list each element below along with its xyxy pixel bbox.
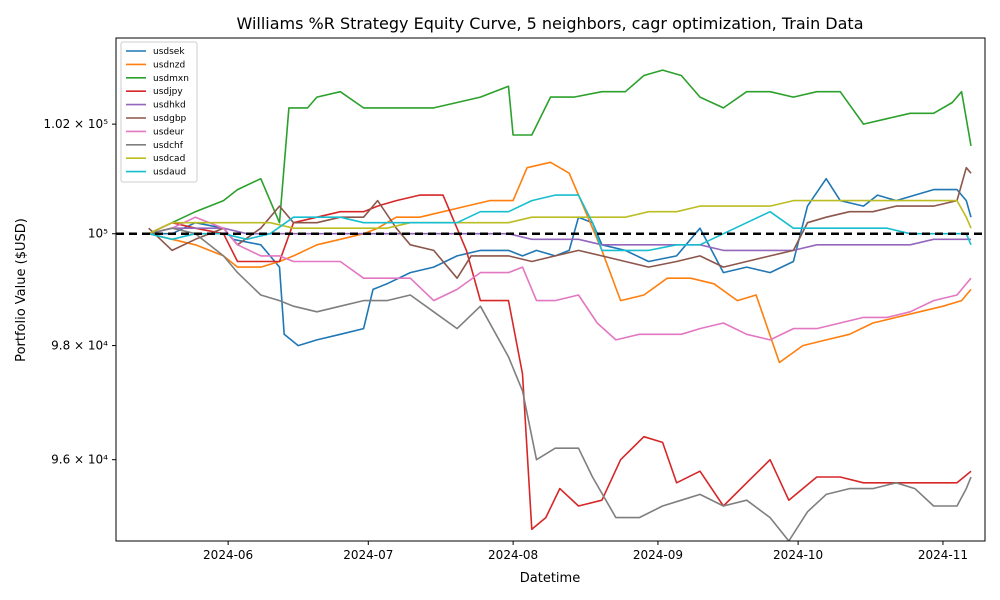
x-axis: 2024-06 2024-07 2024-08 2024-09 2024-10 2024-…: [203, 541, 968, 562]
x-axis-label: Datetime: [520, 571, 580, 586]
series-line-usdgbp: [148, 166, 972, 280]
y-tick-label: 1.02 × 10⁵: [44, 117, 109, 131]
x-tick-label: 2024-09: [633, 548, 683, 562]
y-axis-label: Portfolio Value ($USD): [14, 218, 29, 362]
legend-label-usdcad: usdcad: [153, 154, 185, 164]
series-line-usdnzd: [148, 161, 972, 364]
x-tick-label: 2024-06: [203, 548, 253, 562]
legend-label-usdmxn: usdmxn: [153, 74, 189, 84]
x-tick-label: 2024-07: [343, 548, 393, 562]
y-axis: 9.6 × 10⁴ 9.8 × 10⁴ 10⁵ 1.02 × 10⁵: [44, 117, 116, 467]
series-line-usdaud: [148, 194, 972, 252]
legend-label-usdnzd: usdnzd: [153, 60, 185, 70]
y-tick-label: 10⁵: [88, 227, 108, 241]
x-tick-label: 2024-11: [918, 548, 968, 562]
y-tick-label: 9.6 × 10⁴: [51, 453, 108, 467]
plot-area: [116, 69, 985, 541]
legend-label-usdgbp: usdgbp: [153, 114, 187, 124]
legend-label-usdjpy: usdjpy: [153, 87, 183, 97]
series-line-usdsek: [148, 177, 972, 347]
series-line-usdchf: [148, 227, 972, 541]
chart-title: Williams %R Strategy Equity Curve, 5 nei…: [236, 14, 863, 33]
legend-label-usdchf: usdchf: [153, 141, 184, 151]
series-line-usdjpy: [148, 194, 972, 531]
x-tick-label: 2024-08: [488, 548, 538, 562]
x-tick-label: 2024-10: [773, 548, 823, 562]
plot-frame: [115, 37, 986, 542]
series-line-usdmxn: [148, 69, 972, 235]
legend-label-usdeur: usdeur: [153, 127, 184, 137]
series-line-usdcad: [148, 199, 972, 235]
legend: usdsek usdnzd usdmxn usdjpy usdhkd usdgbp usde…: [120, 41, 198, 183]
legend-label-usdhkd: usdhkd: [153, 101, 186, 111]
legend-label-usdsek: usdsek: [153, 47, 185, 57]
series-line-usdeur: [148, 216, 972, 341]
legend-label-usdaud: usdaud: [153, 168, 186, 178]
y-tick-label: 9.8 × 10⁴: [51, 339, 108, 353]
